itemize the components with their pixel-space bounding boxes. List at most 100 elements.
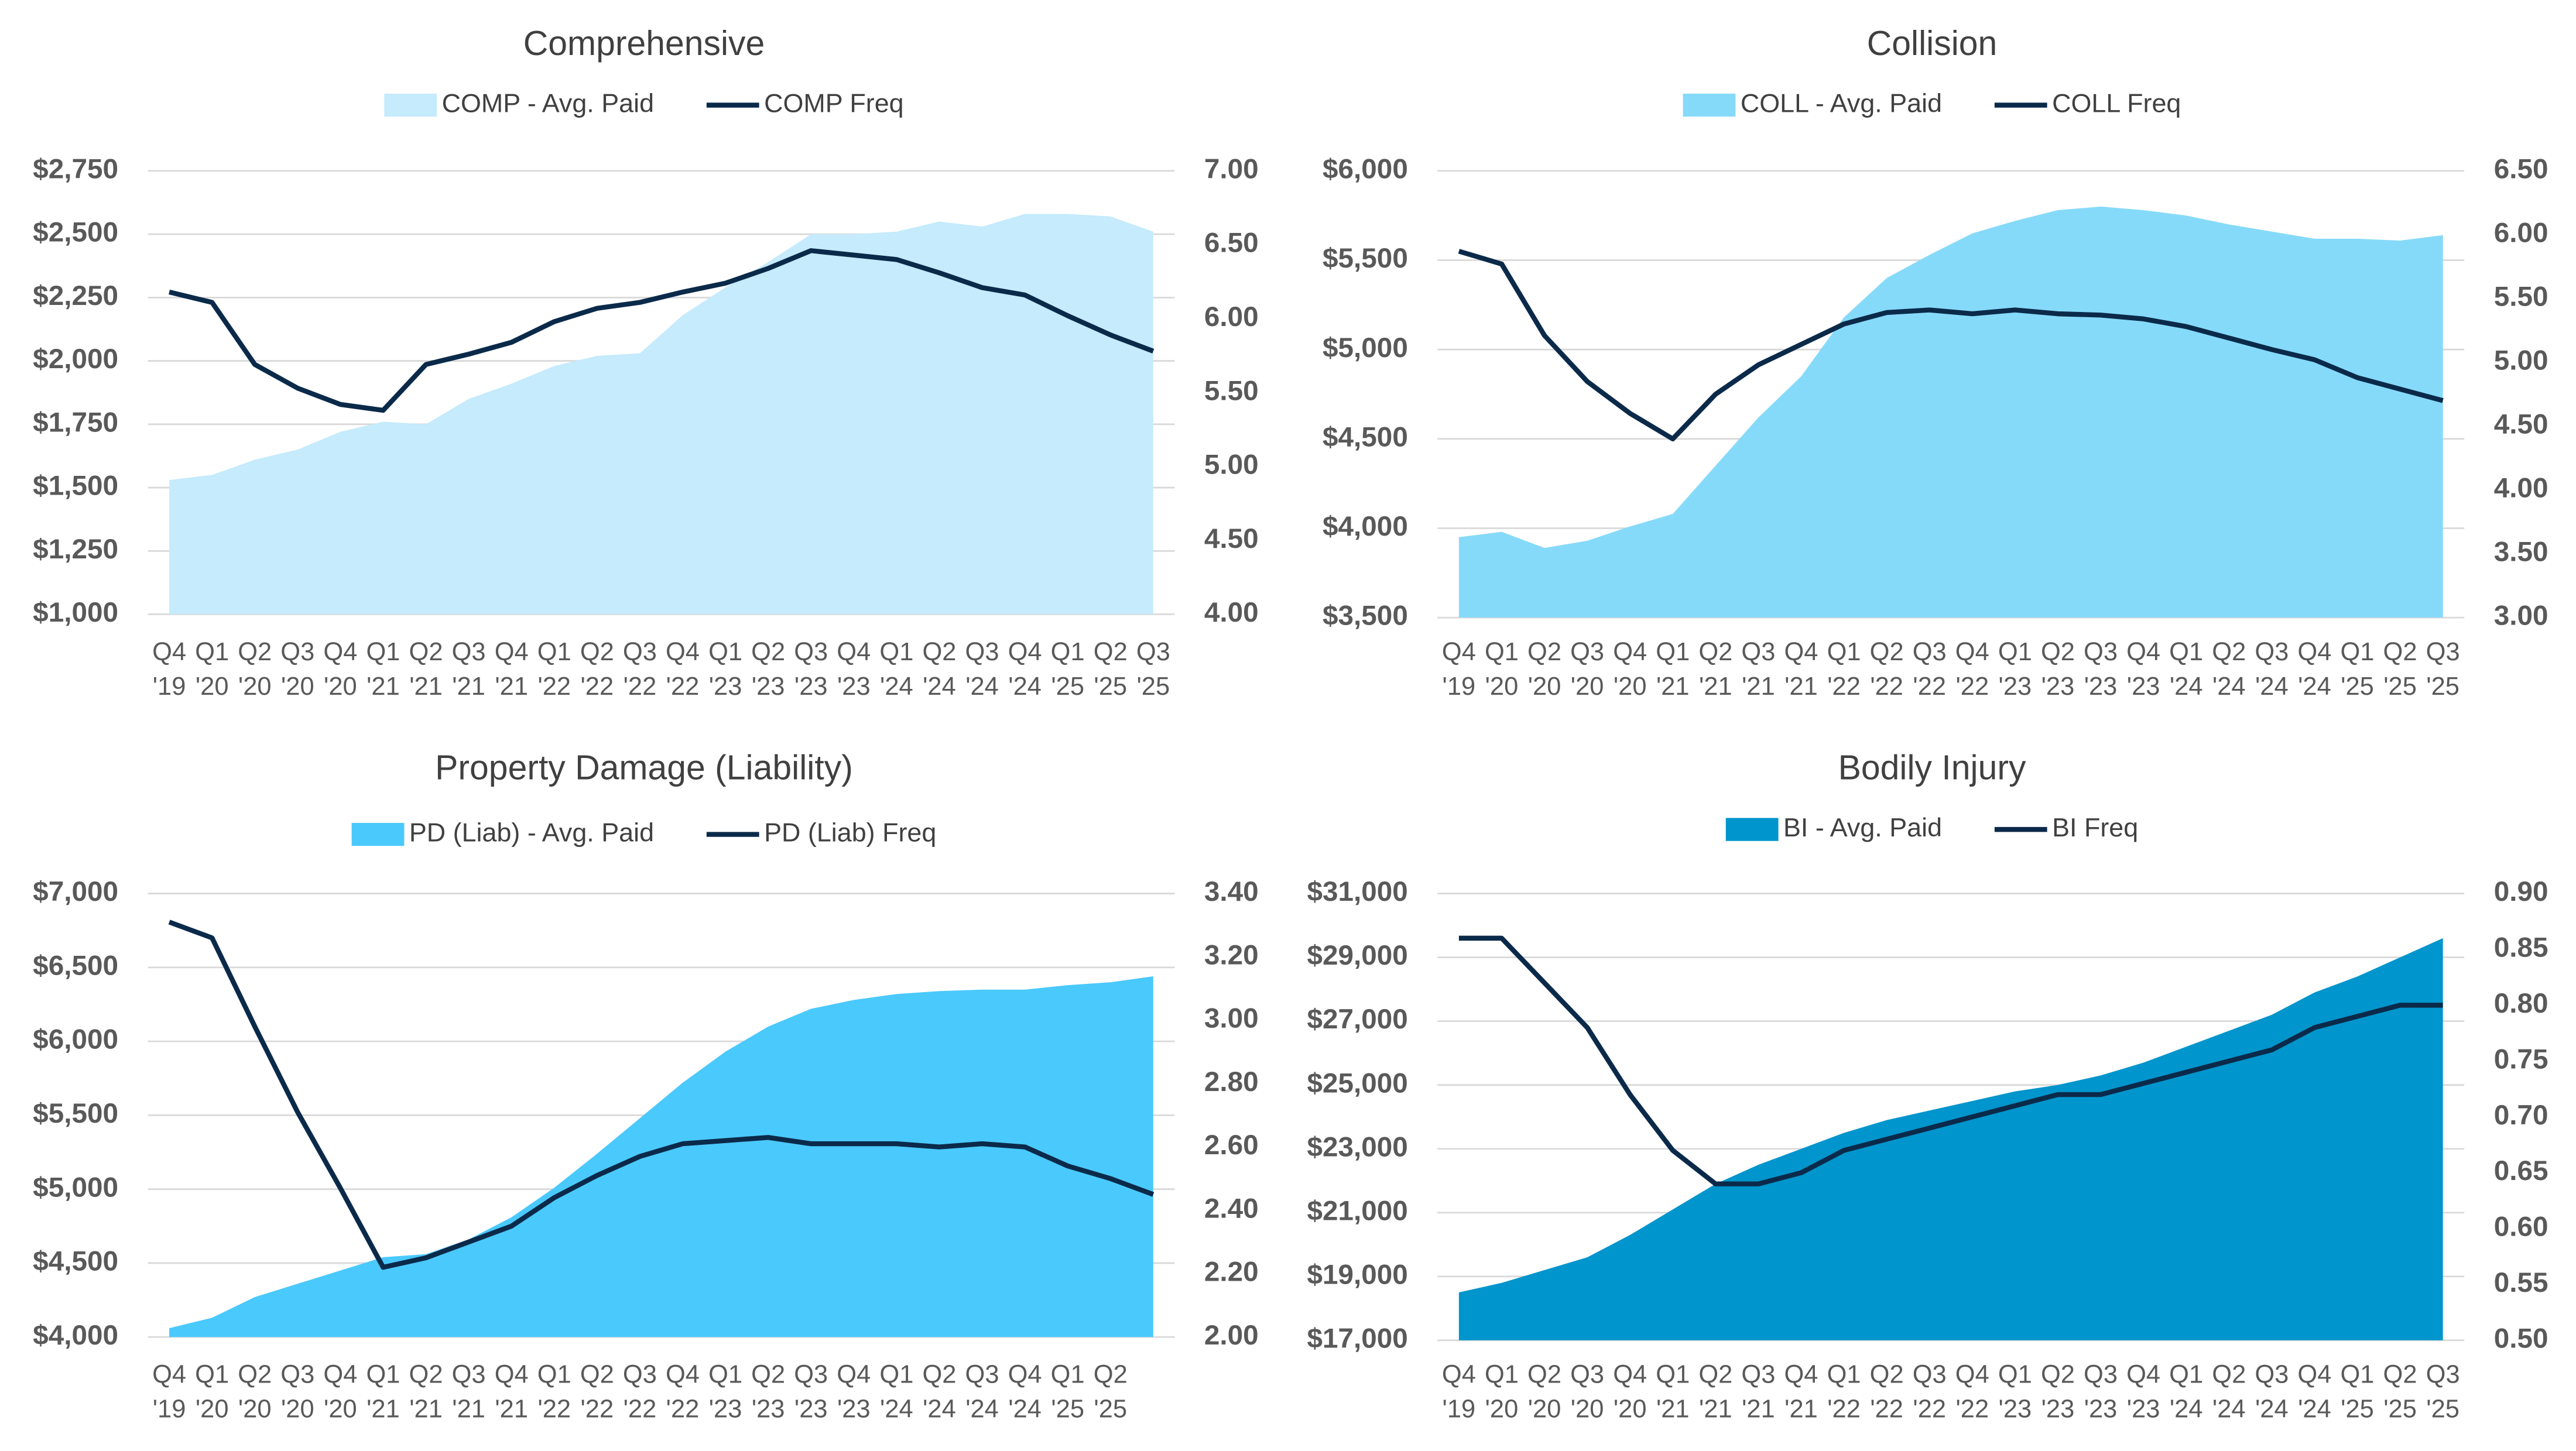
y2-tick-label: 3.40	[1204, 876, 1259, 907]
y2-tick-label: 5.00	[1204, 450, 1259, 481]
y-tick-label: $4,000	[33, 1320, 118, 1351]
x-tick-label: Q1'20	[195, 638, 229, 701]
legend-label: BI Freq	[2052, 812, 2138, 842]
y-tick-label: $25,000	[1307, 1068, 1407, 1099]
x-tick-label: Q1'20	[1485, 1361, 1519, 1423]
y-tick-label: $2,250	[33, 280, 118, 311]
y-tick-label: $19,000	[1307, 1259, 1407, 1290]
x-tick-label: Q4'19	[152, 638, 186, 701]
legend: PD (Liab) - Avg. Paid PD (Liab) Freq	[351, 817, 936, 847]
legend-swatch	[1683, 93, 1736, 117]
x-tick-label: Q2'24	[2212, 1361, 2246, 1423]
x-tick-label: Q2'22	[580, 1361, 614, 1423]
x-tick-label: Q4'23	[2126, 638, 2160, 701]
y2-tick-label: 3.00	[1204, 1003, 1259, 1034]
y-tick-label: $4,500	[33, 1246, 118, 1277]
x-tick-label: Q2'20	[238, 638, 272, 701]
y2-tick-label: 3.50	[2494, 537, 2548, 568]
x-tick-label: Q4'24	[2297, 638, 2331, 701]
line	[1458, 935, 2443, 1186]
y2-tick-label: 6.00	[1204, 301, 1259, 332]
y2-tick-label: 6.50	[2494, 153, 2548, 184]
legend: COLL - Avg. Paid COLL Freq	[1683, 88, 2181, 118]
y-tick-label: $7,000	[33, 876, 118, 907]
y-tick-label: $27,000	[1307, 1004, 1407, 1035]
x-tick-label: Q3'23	[2084, 1361, 2118, 1423]
x-tick-label: Q2'24	[2212, 638, 2246, 701]
y-tick-label: $5,500	[1323, 243, 1408, 274]
y2-tick-label: 5.50	[2494, 282, 2548, 313]
x-tick-label: Q4'23	[837, 1361, 871, 1423]
x-tick-label: Q4'20	[1613, 638, 1647, 701]
y2-tick-label: 2.40	[1204, 1193, 1259, 1224]
x-tick-label: Q4'21	[495, 638, 529, 701]
x-tick-label: Q2'22	[1870, 1361, 1904, 1423]
x-tick-label: Q3'24	[965, 1361, 999, 1423]
x-tick-label: Q2'22	[580, 638, 614, 701]
x-tick-label: Q3'23	[794, 638, 828, 701]
y2-tick-label: 4.50	[2494, 409, 2548, 440]
x-tick-label: Q4'19	[1442, 1361, 1476, 1423]
x-tick-label: Q1'24	[879, 638, 913, 701]
x-tick-label: Q3'22	[1913, 1361, 1947, 1423]
x-tick-label: Q3'23	[2084, 638, 2118, 701]
x-tick-label: Q3'23	[794, 1361, 828, 1423]
x-tick-label: Q2'22	[1870, 638, 1904, 701]
x-tick-label: Q1'24	[2169, 1361, 2203, 1423]
x-tick-label: Q2'20	[1527, 1361, 1561, 1423]
legend: COMP - Avg. Paid COMP Freq	[384, 88, 904, 118]
y2-tick-label: 4.00	[1204, 597, 1259, 628]
x-tick-label: Q3'25	[2426, 1361, 2460, 1423]
x-tick-label: Q4'20	[323, 638, 357, 701]
legend-label: COMP Freq	[764, 88, 904, 118]
area	[1458, 206, 2443, 618]
x-tick-label: Q1'23	[708, 638, 742, 701]
x-tick-label: Q4'24	[1008, 638, 1042, 701]
x-tick-label: Q2'23	[751, 638, 785, 701]
chart-title: Bodily Injury	[1838, 749, 2026, 787]
x-tick-label: Q1'20	[195, 1361, 229, 1423]
x-tick-label: Q1'25	[2340, 638, 2374, 701]
y2-tick-label: 0.65	[2494, 1155, 2548, 1186]
x-tick-label: Q4'21	[1784, 1361, 1818, 1423]
y2-tick-label: 4.50	[1204, 523, 1259, 554]
x-tick-label: Q1'23	[1998, 1361, 2032, 1423]
x-tick-label: Q1'20	[1485, 638, 1519, 701]
legend-swatch	[1725, 818, 1779, 841]
y-tick-label: $5,000	[33, 1172, 118, 1203]
y2-tick-label: 2.20	[1204, 1257, 1259, 1288]
y2-tick-label: 3.00	[2494, 601, 2548, 632]
y-tick-label: $2,500	[33, 217, 118, 248]
x-tick-label: Q2'21	[409, 1361, 443, 1423]
x-tick-label: Q3'25	[1136, 638, 1170, 701]
x-tick-label: Q3'21	[1741, 1361, 1775, 1423]
chart-title: Property Damage (Liability)	[435, 749, 853, 787]
x-tick-label: Q2'21	[1698, 1361, 1732, 1423]
y2-tick-label: 3.20	[1204, 939, 1259, 970]
x-tick-label: Q2'21	[409, 638, 443, 701]
y2-tick-label: 6.00	[2494, 218, 2548, 249]
x-tick-label: Q3'20	[1570, 1361, 1604, 1423]
x-tick-label: Q3'22	[623, 1361, 657, 1423]
y2-tick-label: 0.85	[2494, 932, 2548, 963]
y2-tick-label: 0.90	[2494, 876, 2548, 907]
y2-tick-label: 0.70	[2494, 1100, 2548, 1131]
y-tick-label: $3,500	[1323, 601, 1408, 632]
legend-label: PD (Liab) - Avg. Paid	[409, 817, 654, 847]
y2-tick-label: 0.80	[2494, 988, 2548, 1019]
x-tick-label: Q3'24	[965, 638, 999, 701]
x-tick-label: Q2'23	[2041, 638, 2075, 701]
y-tick-label: $1,000	[33, 597, 118, 628]
legend-label: COLL - Avg. Paid	[1741, 88, 1942, 118]
x-tick-label: Q1'21	[366, 1361, 400, 1423]
x-tick-label: Q3'21	[452, 1361, 486, 1423]
y2-tick-label: 7.00	[1204, 153, 1259, 184]
y2-tick-label: 2.00	[1204, 1320, 1259, 1351]
x-tick-label: Q2'20	[238, 1361, 272, 1423]
x-tick-label: Q1'22	[1827, 638, 1861, 701]
y-tick-label: $1,500	[33, 471, 118, 502]
y-tick-label: $2,750	[33, 153, 118, 184]
y-tick-label: $5,000	[1323, 332, 1408, 363]
